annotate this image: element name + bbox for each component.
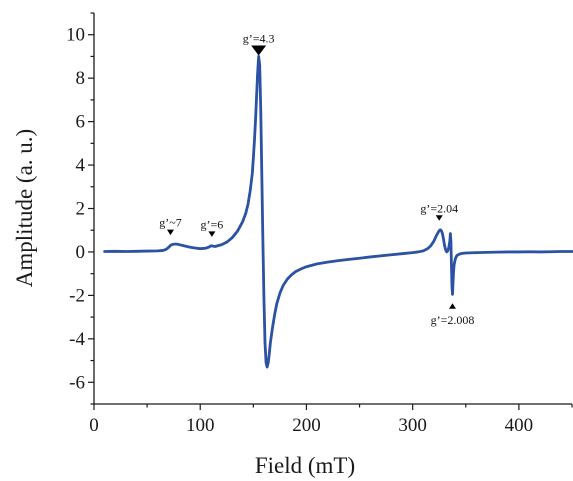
y-tick-label: 2: [76, 199, 86, 220]
annotation-label: g’=2.04: [420, 201, 458, 215]
annotation-marker-down: [208, 231, 216, 237]
annotation-label: g’=4.3: [243, 31, 275, 45]
y-tick-label: -6: [69, 372, 85, 393]
x-tick-label: 400: [505, 415, 534, 436]
y-tick-label: 8: [76, 68, 86, 89]
x-tick-label: 300: [398, 415, 427, 436]
x-tick-label: 100: [186, 415, 215, 436]
annotation-marker-down: [435, 215, 443, 221]
series-layer: [103, 55, 573, 369]
annotation-label: g’=2.008: [431, 313, 475, 327]
x-axis-title: Field (mT): [255, 453, 355, 478]
annotation-marker-down: [251, 45, 267, 56]
x-tick-label: 0: [89, 415, 99, 436]
y-axis-title: Amplitude (a. u.): [12, 129, 37, 287]
spectrum-line: [103, 55, 573, 369]
annotation-marker-up: [449, 303, 456, 309]
x-tick-label: 200: [292, 415, 321, 436]
annotation-label: g’=6: [201, 217, 224, 231]
annotation-label: g’~7: [159, 216, 182, 230]
axes-layer: 0 100 200 300 400 -6 -4 -2 0 2 4 6 8 10: [66, 12, 573, 436]
y-tick-label: 4: [76, 155, 86, 176]
annotation-marker-down: [166, 229, 174, 236]
y-tick-label: 0: [76, 242, 86, 263]
y-tick-label: 10: [66, 25, 85, 46]
y-tick-label: 6: [76, 112, 86, 133]
annotation-layer: g’~7 g’=6 g’=4.3 g’=2.04 g’=2.008: [159, 31, 474, 326]
y-tick-label: -2: [69, 285, 85, 306]
y-tick-label: -4: [69, 329, 85, 350]
